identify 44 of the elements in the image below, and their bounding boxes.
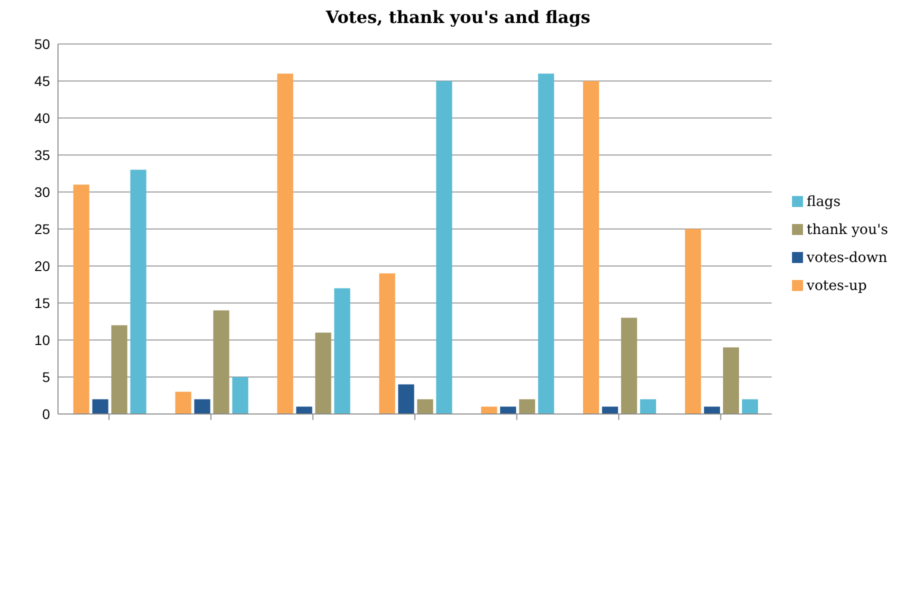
bar — [640, 399, 656, 414]
bar — [742, 399, 758, 414]
y-tick-label: 30 — [34, 184, 50, 200]
bar — [417, 399, 434, 414]
y-tick-label: 35 — [34, 146, 50, 163]
y-tick-label: 5 — [42, 368, 50, 385]
bar — [583, 81, 600, 414]
bar — [621, 318, 638, 414]
bar — [232, 377, 248, 414]
bar — [111, 325, 128, 414]
y-tick-label: 50 — [34, 36, 50, 52]
legend-label: votes-down — [806, 250, 888, 266]
y-tick-label: 20 — [34, 258, 50, 274]
bar — [175, 392, 192, 414]
y-tick-label: 10 — [34, 332, 50, 348]
bar — [315, 332, 332, 414]
bar — [436, 81, 452, 414]
bar — [685, 229, 702, 414]
bar — [602, 406, 618, 414]
bar — [704, 406, 720, 414]
bar — [213, 310, 230, 414]
bar — [194, 399, 210, 414]
bar — [481, 406, 498, 414]
y-tick-label: 0 — [42, 406, 50, 422]
legend-label: flags — [806, 194, 841, 210]
bar — [296, 406, 312, 414]
bar — [500, 406, 516, 414]
bar — [73, 184, 90, 414]
legend-label: votes-up — [806, 278, 867, 294]
bar — [334, 288, 350, 414]
y-tick-label: 15 — [34, 294, 50, 311]
bar — [519, 399, 536, 414]
bar — [538, 74, 554, 414]
bar — [379, 273, 396, 414]
bar — [130, 170, 146, 414]
bar — [277, 74, 294, 414]
y-tick-label: 45 — [34, 72, 50, 89]
y-tick-label: 25 — [34, 220, 50, 237]
bar — [723, 347, 740, 414]
y-tick-label: 40 — [34, 110, 50, 126]
legend-label: thank you's — [806, 222, 888, 238]
chart-title: Votes, thank you's and flags — [324, 8, 592, 28]
bar — [398, 384, 414, 414]
bar — [92, 399, 108, 414]
